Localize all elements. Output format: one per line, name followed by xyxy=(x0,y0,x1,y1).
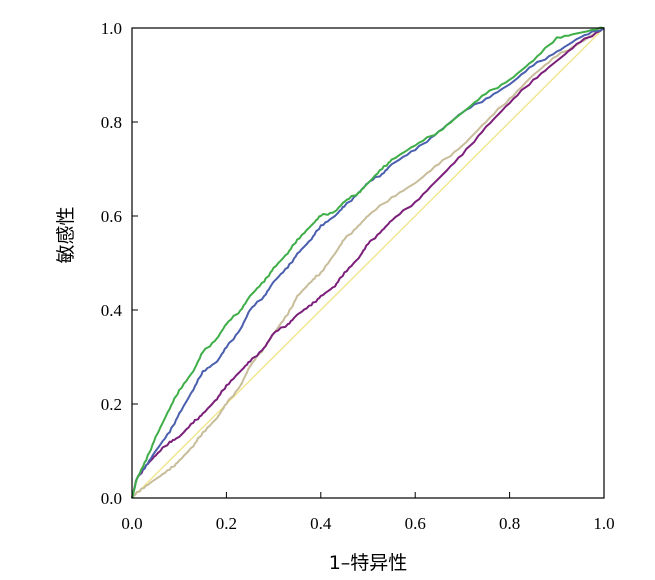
roc-curve xyxy=(131,27,605,499)
x-tick-label: 0.6 xyxy=(405,514,426,533)
y-tick-label: 0.0 xyxy=(101,489,122,508)
x-axis-title: 1–特异性 xyxy=(329,552,408,574)
x-tick-label: 0.8 xyxy=(499,514,520,533)
roc-curve xyxy=(131,27,605,499)
y-axis-title: 敏感性 xyxy=(55,206,77,263)
series-lines xyxy=(131,26,605,499)
y-tick-label: 0.2 xyxy=(101,395,122,414)
roc-curve xyxy=(131,27,605,499)
y-tick-label: 1.0 xyxy=(101,19,122,38)
x-tick-label: 0.0 xyxy=(121,514,142,533)
x-tick-label: 0.2 xyxy=(216,514,237,533)
x-tick-label: 1.0 xyxy=(593,514,614,533)
reference-line xyxy=(131,27,605,499)
plot-frame xyxy=(131,27,605,499)
y-tick-label: 0.4 xyxy=(101,301,123,320)
y-tick-label: 0.6 xyxy=(101,207,122,226)
y-tick-label: 0.8 xyxy=(101,113,122,132)
x-tick-label: 0.4 xyxy=(310,514,332,533)
axis-ticks: 0.0 0.2 0.4 0.6 0.8 1.0 0.0 0.2 0.4 0.6 0.8 1.0 xyxy=(101,19,615,533)
roc-curve xyxy=(131,26,605,499)
